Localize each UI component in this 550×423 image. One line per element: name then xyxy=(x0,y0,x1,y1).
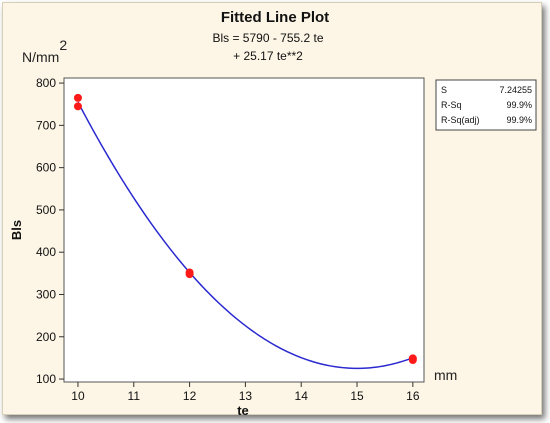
y-tick-label: 800 xyxy=(36,76,56,90)
chart-title: Fitted Line Plot xyxy=(221,9,329,26)
stats-box-border xyxy=(435,79,537,131)
y-tick-label: 300 xyxy=(36,287,56,301)
x-tick-label: 12 xyxy=(183,389,197,403)
y-tick-label: 600 xyxy=(36,161,56,175)
y-tick-label: 700 xyxy=(36,118,56,132)
x-tick-label: 11 xyxy=(128,389,141,403)
equation-line-2: + 25.17 te**2 xyxy=(233,49,303,63)
stat-value-rsq-adj: 99.9% xyxy=(506,115,532,125)
stat-label-rsq: R-Sq xyxy=(441,100,462,110)
stat-value-rsq: 99.9% xyxy=(506,100,532,110)
y-tick-label: 500 xyxy=(36,203,56,217)
y-tick-label: 100 xyxy=(36,372,56,386)
x-unit-label: mm xyxy=(434,367,457,383)
y-unit-label: N/mm2 xyxy=(22,37,67,65)
x-tick-label: 13 xyxy=(239,389,253,403)
stat-label-s: S xyxy=(441,85,447,95)
x-tick-label: 15 xyxy=(350,389,364,403)
y-axis-title: Bls xyxy=(9,220,24,240)
stat-label-rsq-adj: R-Sq(adj) xyxy=(441,115,480,125)
x-axis: 10 11 12 13 14 15 16 xyxy=(71,382,420,403)
data-point xyxy=(73,102,82,111)
data-point xyxy=(73,93,82,102)
y-axis: 100 200 300 400 500 600 700 800 xyxy=(36,76,64,386)
x-axis-title: te xyxy=(237,403,249,418)
x-tick-label: 10 xyxy=(71,389,85,403)
data-point xyxy=(185,270,194,279)
stat-value-s: 7.24255 xyxy=(499,85,532,95)
equation-line-1: Bls = 5790 - 755.2 te xyxy=(212,31,323,45)
plot-area xyxy=(63,77,425,383)
data-point xyxy=(408,356,417,365)
x-tick-label: 14 xyxy=(295,389,309,403)
fitted-curve xyxy=(77,101,414,370)
data-points xyxy=(73,93,417,365)
x-tick-label: 16 xyxy=(406,389,420,403)
stats-box: S 7.24255 R-Sq 99.9% R-Sq(adj) 99.9% xyxy=(435,79,537,131)
y-tick-label: 400 xyxy=(36,245,56,259)
y-tick-label: 200 xyxy=(36,330,56,344)
